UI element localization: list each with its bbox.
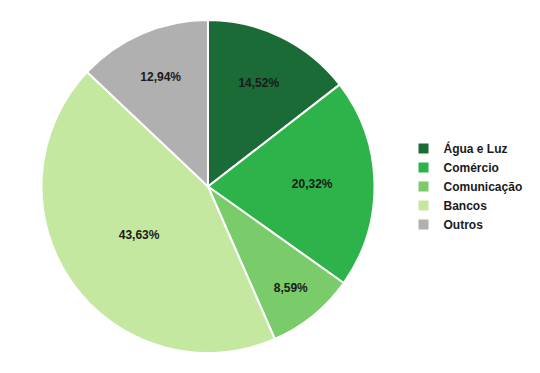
svg-text:Comunicação: Comunicação	[444, 180, 523, 194]
svg-text:8,59%: 8,59%	[274, 281, 308, 295]
svg-text:Água e Luz: Água e Luz	[444, 141, 508, 156]
svg-text:Comércio: Comércio	[444, 161, 499, 175]
svg-text:Outros: Outros	[444, 218, 484, 232]
svg-text:20,32%: 20,32%	[292, 177, 333, 191]
svg-text:43,63%: 43,63%	[119, 228, 160, 242]
svg-text:Bancos: Bancos	[444, 199, 488, 213]
svg-text:12,94%: 12,94%	[140, 70, 181, 84]
svg-text:14,52%: 14,52%	[238, 76, 279, 90]
